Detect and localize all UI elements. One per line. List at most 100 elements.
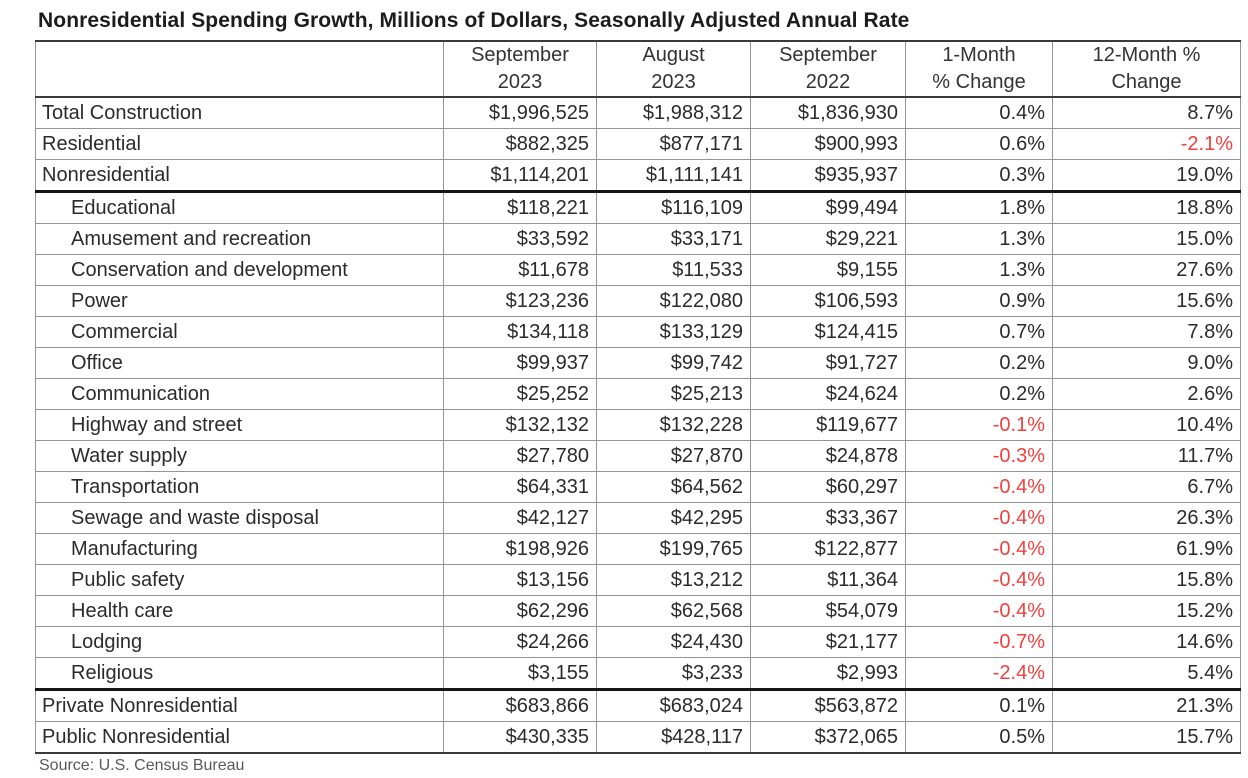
table-row: Private Nonresidential $683,866 $683,024… — [35, 688, 1241, 722]
value-august-2023: $116,109 — [596, 190, 751, 224]
table-row: Water supply $27,780 $27,870 $24,878 -0.… — [35, 440, 1241, 472]
value-august-2023: $13,212 — [596, 564, 751, 596]
value-september-2023: $27,780 — [443, 440, 597, 472]
value-september-2023: $99,937 — [443, 347, 597, 379]
value-august-2023: $877,171 — [596, 128, 751, 160]
value-september-2022: $33,367 — [750, 502, 906, 534]
value-1-month-change: 1.3% — [905, 223, 1053, 255]
row-label: Conservation and development — [35, 254, 444, 286]
value-1-month-change: -2.4% — [905, 657, 1053, 690]
header-august-2023: August 2023 — [596, 40, 751, 98]
value-1-month-change: 1.3% — [905, 254, 1053, 286]
value-september-2022: $29,221 — [750, 223, 906, 255]
row-label: Educational — [35, 190, 444, 224]
value-september-2022: $11,364 — [750, 564, 906, 596]
value-1-month-change: 0.2% — [905, 378, 1053, 410]
value-12-month-change: 27.6% — [1052, 254, 1241, 286]
value-august-2023: $64,562 — [596, 471, 751, 503]
value-september-2022: $1,836,930 — [750, 96, 906, 129]
table-row: Conservation and development $11,678 $11… — [35, 254, 1241, 286]
value-12-month-change: 61.9% — [1052, 533, 1241, 565]
row-label: Private Nonresidential — [35, 688, 444, 722]
value-12-month-change: 15.8% — [1052, 564, 1241, 596]
spending-table: September 2023 August 2023 September 202… — [35, 40, 1241, 754]
value-1-month-change: -0.4% — [905, 502, 1053, 534]
value-september-2023: $430,335 — [443, 721, 597, 754]
table-row: Highway and street $132,132 $132,228 $11… — [35, 409, 1241, 441]
value-september-2023: $33,592 — [443, 223, 597, 255]
value-1-month-change: -0.1% — [905, 409, 1053, 441]
value-1-month-change: -0.7% — [905, 626, 1053, 658]
value-12-month-change: 7.8% — [1052, 316, 1241, 348]
value-september-2023: $3,155 — [443, 657, 597, 690]
value-12-month-change: 18.8% — [1052, 190, 1241, 224]
value-12-month-change: 26.3% — [1052, 502, 1241, 534]
table-row: Amusement and recreation $33,592 $33,171… — [35, 223, 1241, 255]
value-september-2023: $62,296 — [443, 595, 597, 627]
table-row: Lodging $24,266 $24,430 $21,177 -0.7% 14… — [35, 626, 1241, 658]
value-september-2023: $134,118 — [443, 316, 597, 348]
value-12-month-change: -2.1% — [1052, 128, 1241, 160]
table-body: Total Construction $1,996,525 $1,988,312… — [35, 96, 1241, 754]
table-row: Residential $882,325 $877,171 $900,993 0… — [35, 128, 1241, 160]
value-1-month-change: -0.4% — [905, 564, 1053, 596]
value-september-2023: $11,678 — [443, 254, 597, 286]
value-1-month-change: -0.4% — [905, 595, 1053, 627]
value-12-month-change: 9.0% — [1052, 347, 1241, 379]
value-1-month-change: -0.4% — [905, 533, 1053, 565]
value-1-month-change: 0.4% — [905, 96, 1053, 129]
value-september-2023: $132,132 — [443, 409, 597, 441]
value-august-2023: $1,111,141 — [596, 159, 751, 192]
table-row: Manufacturing $198,926 $199,765 $122,877… — [35, 533, 1241, 565]
value-12-month-change: 19.0% — [1052, 159, 1241, 192]
value-12-month-change: 15.6% — [1052, 285, 1241, 317]
table-row: Communication $25,252 $25,213 $24,624 0.… — [35, 378, 1241, 410]
value-1-month-change: 0.3% — [905, 159, 1053, 192]
row-label: Public safety — [35, 564, 444, 596]
value-august-2023: $199,765 — [596, 533, 751, 565]
value-september-2022: $935,937 — [750, 159, 906, 192]
row-label: Transportation — [35, 471, 444, 503]
row-label: Highway and street — [35, 409, 444, 441]
value-1-month-change: 1.8% — [905, 190, 1053, 224]
value-september-2022: $372,065 — [750, 721, 906, 754]
value-12-month-change: 15.0% — [1052, 223, 1241, 255]
value-september-2023: $13,156 — [443, 564, 597, 596]
value-august-2023: $62,568 — [596, 595, 751, 627]
value-1-month-change: -0.4% — [905, 471, 1053, 503]
row-label: Manufacturing — [35, 533, 444, 565]
header-row: September 2023 August 2023 September 202… — [35, 40, 1241, 98]
row-label: Water supply — [35, 440, 444, 472]
value-1-month-change: 0.6% — [905, 128, 1053, 160]
value-1-month-change: 0.9% — [905, 285, 1053, 317]
value-12-month-change: 6.7% — [1052, 471, 1241, 503]
value-september-2022: $54,079 — [750, 595, 906, 627]
value-august-2023: $683,024 — [596, 688, 751, 722]
value-august-2023: $133,129 — [596, 316, 751, 348]
value-september-2022: $91,727 — [750, 347, 906, 379]
header-september-2022: September 2022 — [750, 40, 906, 98]
row-label: Total Construction — [35, 96, 444, 129]
header-september-2023: September 2023 — [443, 40, 597, 98]
value-september-2022: $99,494 — [750, 190, 906, 224]
table-row: Sewage and waste disposal $42,127 $42,29… — [35, 502, 1241, 534]
value-september-2022: $563,872 — [750, 688, 906, 722]
value-august-2023: $11,533 — [596, 254, 751, 286]
value-september-2022: $2,993 — [750, 657, 906, 690]
value-august-2023: $33,171 — [596, 223, 751, 255]
value-august-2023: $42,295 — [596, 502, 751, 534]
value-september-2023: $198,926 — [443, 533, 597, 565]
value-september-2023: $1,996,525 — [443, 96, 597, 129]
value-september-2023: $123,236 — [443, 285, 597, 317]
value-september-2022: $24,878 — [750, 440, 906, 472]
value-september-2022: $900,993 — [750, 128, 906, 160]
value-september-2023: $24,266 — [443, 626, 597, 658]
row-label: Public Nonresidential — [35, 721, 444, 754]
table-row: Transportation $64,331 $64,562 $60,297 -… — [35, 471, 1241, 503]
value-12-month-change: 15.2% — [1052, 595, 1241, 627]
table-title: Nonresidential Spending Growth, Millions… — [38, 9, 910, 32]
value-september-2023: $42,127 — [443, 502, 597, 534]
value-12-month-change: 2.6% — [1052, 378, 1241, 410]
row-label: Amusement and recreation — [35, 223, 444, 255]
